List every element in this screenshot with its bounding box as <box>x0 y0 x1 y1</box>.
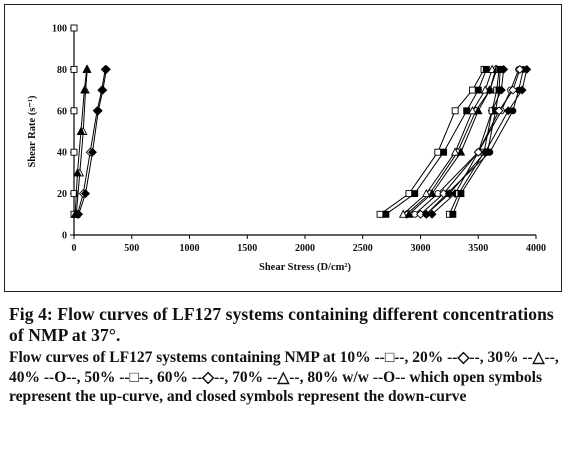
y-tick-label: 0 <box>62 231 67 242</box>
data-point-square <box>70 24 78 32</box>
data-point-square <box>463 107 471 115</box>
data-point-diamond <box>480 147 490 157</box>
data-point-square <box>440 148 448 156</box>
data-point-diamond <box>494 106 504 116</box>
data-point-square <box>482 65 490 73</box>
data-point-diamond <box>444 189 454 199</box>
data-point-diamond <box>416 209 425 219</box>
data-point-triangle <box>474 106 483 115</box>
x-tick-label: 4000 <box>526 243 546 254</box>
data-point-diamond <box>473 147 483 157</box>
data-point-square <box>411 190 419 198</box>
data-point-diamond <box>439 189 449 199</box>
figure-frame <box>4 4 562 292</box>
x-tick-label: 0 <box>72 243 77 254</box>
data-point-square <box>382 210 390 218</box>
series-5 <box>70 64 91 218</box>
data-point-square <box>70 107 78 115</box>
data-point-square <box>70 148 78 156</box>
caption-title: Fig 4: Flow curves of LF127 systems cont… <box>9 304 554 345</box>
data-point-square <box>376 210 384 218</box>
series-16 <box>416 64 525 219</box>
data-point-diamond <box>98 85 108 95</box>
data-point-square <box>451 107 459 115</box>
data-point-triangle <box>427 188 437 198</box>
data-point-diamond <box>421 209 431 219</box>
data-point-square <box>70 65 78 73</box>
data-point-square <box>474 86 482 94</box>
data-point-triangle <box>73 168 82 177</box>
x-tick-label: 1500 <box>237 243 257 254</box>
y-tick-label: 80 <box>57 65 67 76</box>
x-tick-label: 2500 <box>353 243 373 254</box>
data-point-triangle <box>422 188 431 198</box>
data-point-triangle <box>450 147 460 156</box>
data-point-triangle <box>76 126 86 135</box>
data-point-square <box>449 210 457 218</box>
data-point-triangle <box>82 64 91 73</box>
data-point-diamond <box>93 106 103 116</box>
data-point-diamond <box>427 209 437 219</box>
caption-body: Flow curves of LF127 systems containing … <box>9 349 559 405</box>
data-point-square <box>434 148 442 156</box>
y-tick-label: 20 <box>57 189 67 200</box>
x-tick-label: 1000 <box>180 243 200 254</box>
y-tick-label: 100 <box>52 24 67 35</box>
data-point-diamond <box>101 64 111 74</box>
y-tick-label: 60 <box>57 106 67 117</box>
data-point-triangle <box>485 85 495 94</box>
series-line <box>420 69 521 215</box>
y-tick-label: 40 <box>57 148 67 159</box>
x-tick-label: 500 <box>124 243 139 254</box>
data-point-square <box>70 190 78 198</box>
flow-curve-chart: 0 500 1000 1500 2000 2500 3000 3500 4000 0 20 40 60 8… <box>27 24 546 274</box>
data-point-triangle <box>456 147 466 156</box>
x-tick-label: 3500 <box>468 243 488 254</box>
x-tick-label: 2000 <box>295 243 315 254</box>
data-point-triangle <box>468 106 477 115</box>
series-7 <box>382 65 490 218</box>
data-point-triangle <box>80 85 89 94</box>
series-17 <box>421 64 532 219</box>
data-point-square <box>457 190 465 198</box>
data-point-diamond <box>522 64 532 74</box>
figure-caption: Fig 4: Flow curves of LF127 systems cont… <box>9 304 564 407</box>
series-11 <box>404 64 501 218</box>
data-point-diamond <box>503 106 513 116</box>
y-axis-title: Shear Rate (s⁻¹) <box>27 95 38 168</box>
data-point-square <box>469 86 476 94</box>
data-point-diamond <box>517 85 527 95</box>
data-point-triangle <box>404 209 414 218</box>
data-point-diamond <box>515 64 525 74</box>
data-point-triangle <box>398 209 408 218</box>
data-point-diamond <box>88 147 97 157</box>
data-point-diamond <box>81 189 90 199</box>
x-axis-title: Shear Stress (D/cm²) <box>259 262 352 273</box>
data-point-square <box>496 65 504 73</box>
x-tick-label: 3000 <box>411 243 431 254</box>
data-point-triangle <box>70 209 80 218</box>
data-point-diamond <box>508 85 518 95</box>
data-point-square <box>495 86 503 94</box>
